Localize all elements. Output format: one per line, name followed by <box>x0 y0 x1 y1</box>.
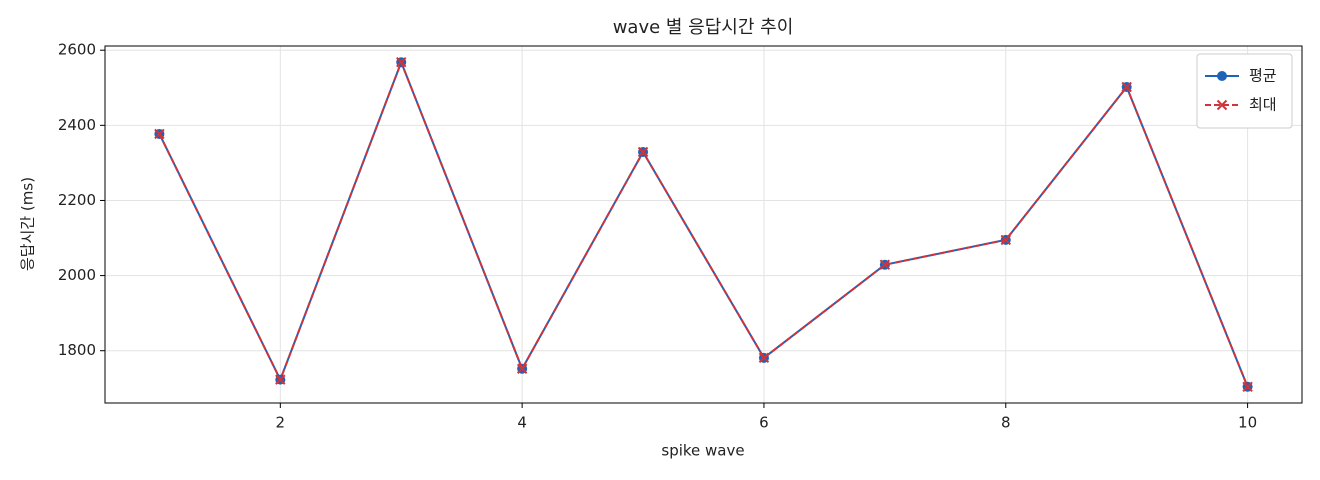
y-axis-label: 응답시간 (ms) <box>19 177 37 271</box>
y-tick-label: 1800 <box>58 341 96 359</box>
x-tick-label: 8 <box>1001 414 1011 432</box>
marker <box>879 259 891 270</box>
legend-label: 최대 <box>1249 96 1277 114</box>
marker <box>154 128 165 140</box>
chart-title: wave 별 응답시간 추이 <box>613 17 794 38</box>
marker <box>1121 81 1132 93</box>
y-tick-label: 2200 <box>58 191 96 209</box>
marker <box>758 352 770 364</box>
x-axis-label: spike wave <box>661 442 744 460</box>
legend-marker <box>1217 71 1227 81</box>
marker <box>396 57 407 68</box>
marker <box>1000 234 1011 246</box>
legend-marker <box>1216 99 1228 111</box>
line <box>158 59 1249 388</box>
marker <box>1242 381 1253 392</box>
marker <box>275 374 286 385</box>
legend-box <box>1196 53 1293 129</box>
plot-frame <box>104 45 1303 404</box>
y-tick-label: 2400 <box>58 116 96 134</box>
legend-label: 평균 <box>1249 67 1277 85</box>
y-tick-label: 2600 <box>58 41 96 59</box>
x-tick-label: 10 <box>1238 414 1257 432</box>
x-tick-label: 4 <box>517 414 527 432</box>
y-tick-label: 2000 <box>58 266 96 284</box>
marker <box>516 363 528 374</box>
line <box>158 59 1249 388</box>
x-tick-label: 2 <box>276 414 286 432</box>
marker <box>637 146 649 158</box>
x-tick-label: 6 <box>759 414 769 432</box>
